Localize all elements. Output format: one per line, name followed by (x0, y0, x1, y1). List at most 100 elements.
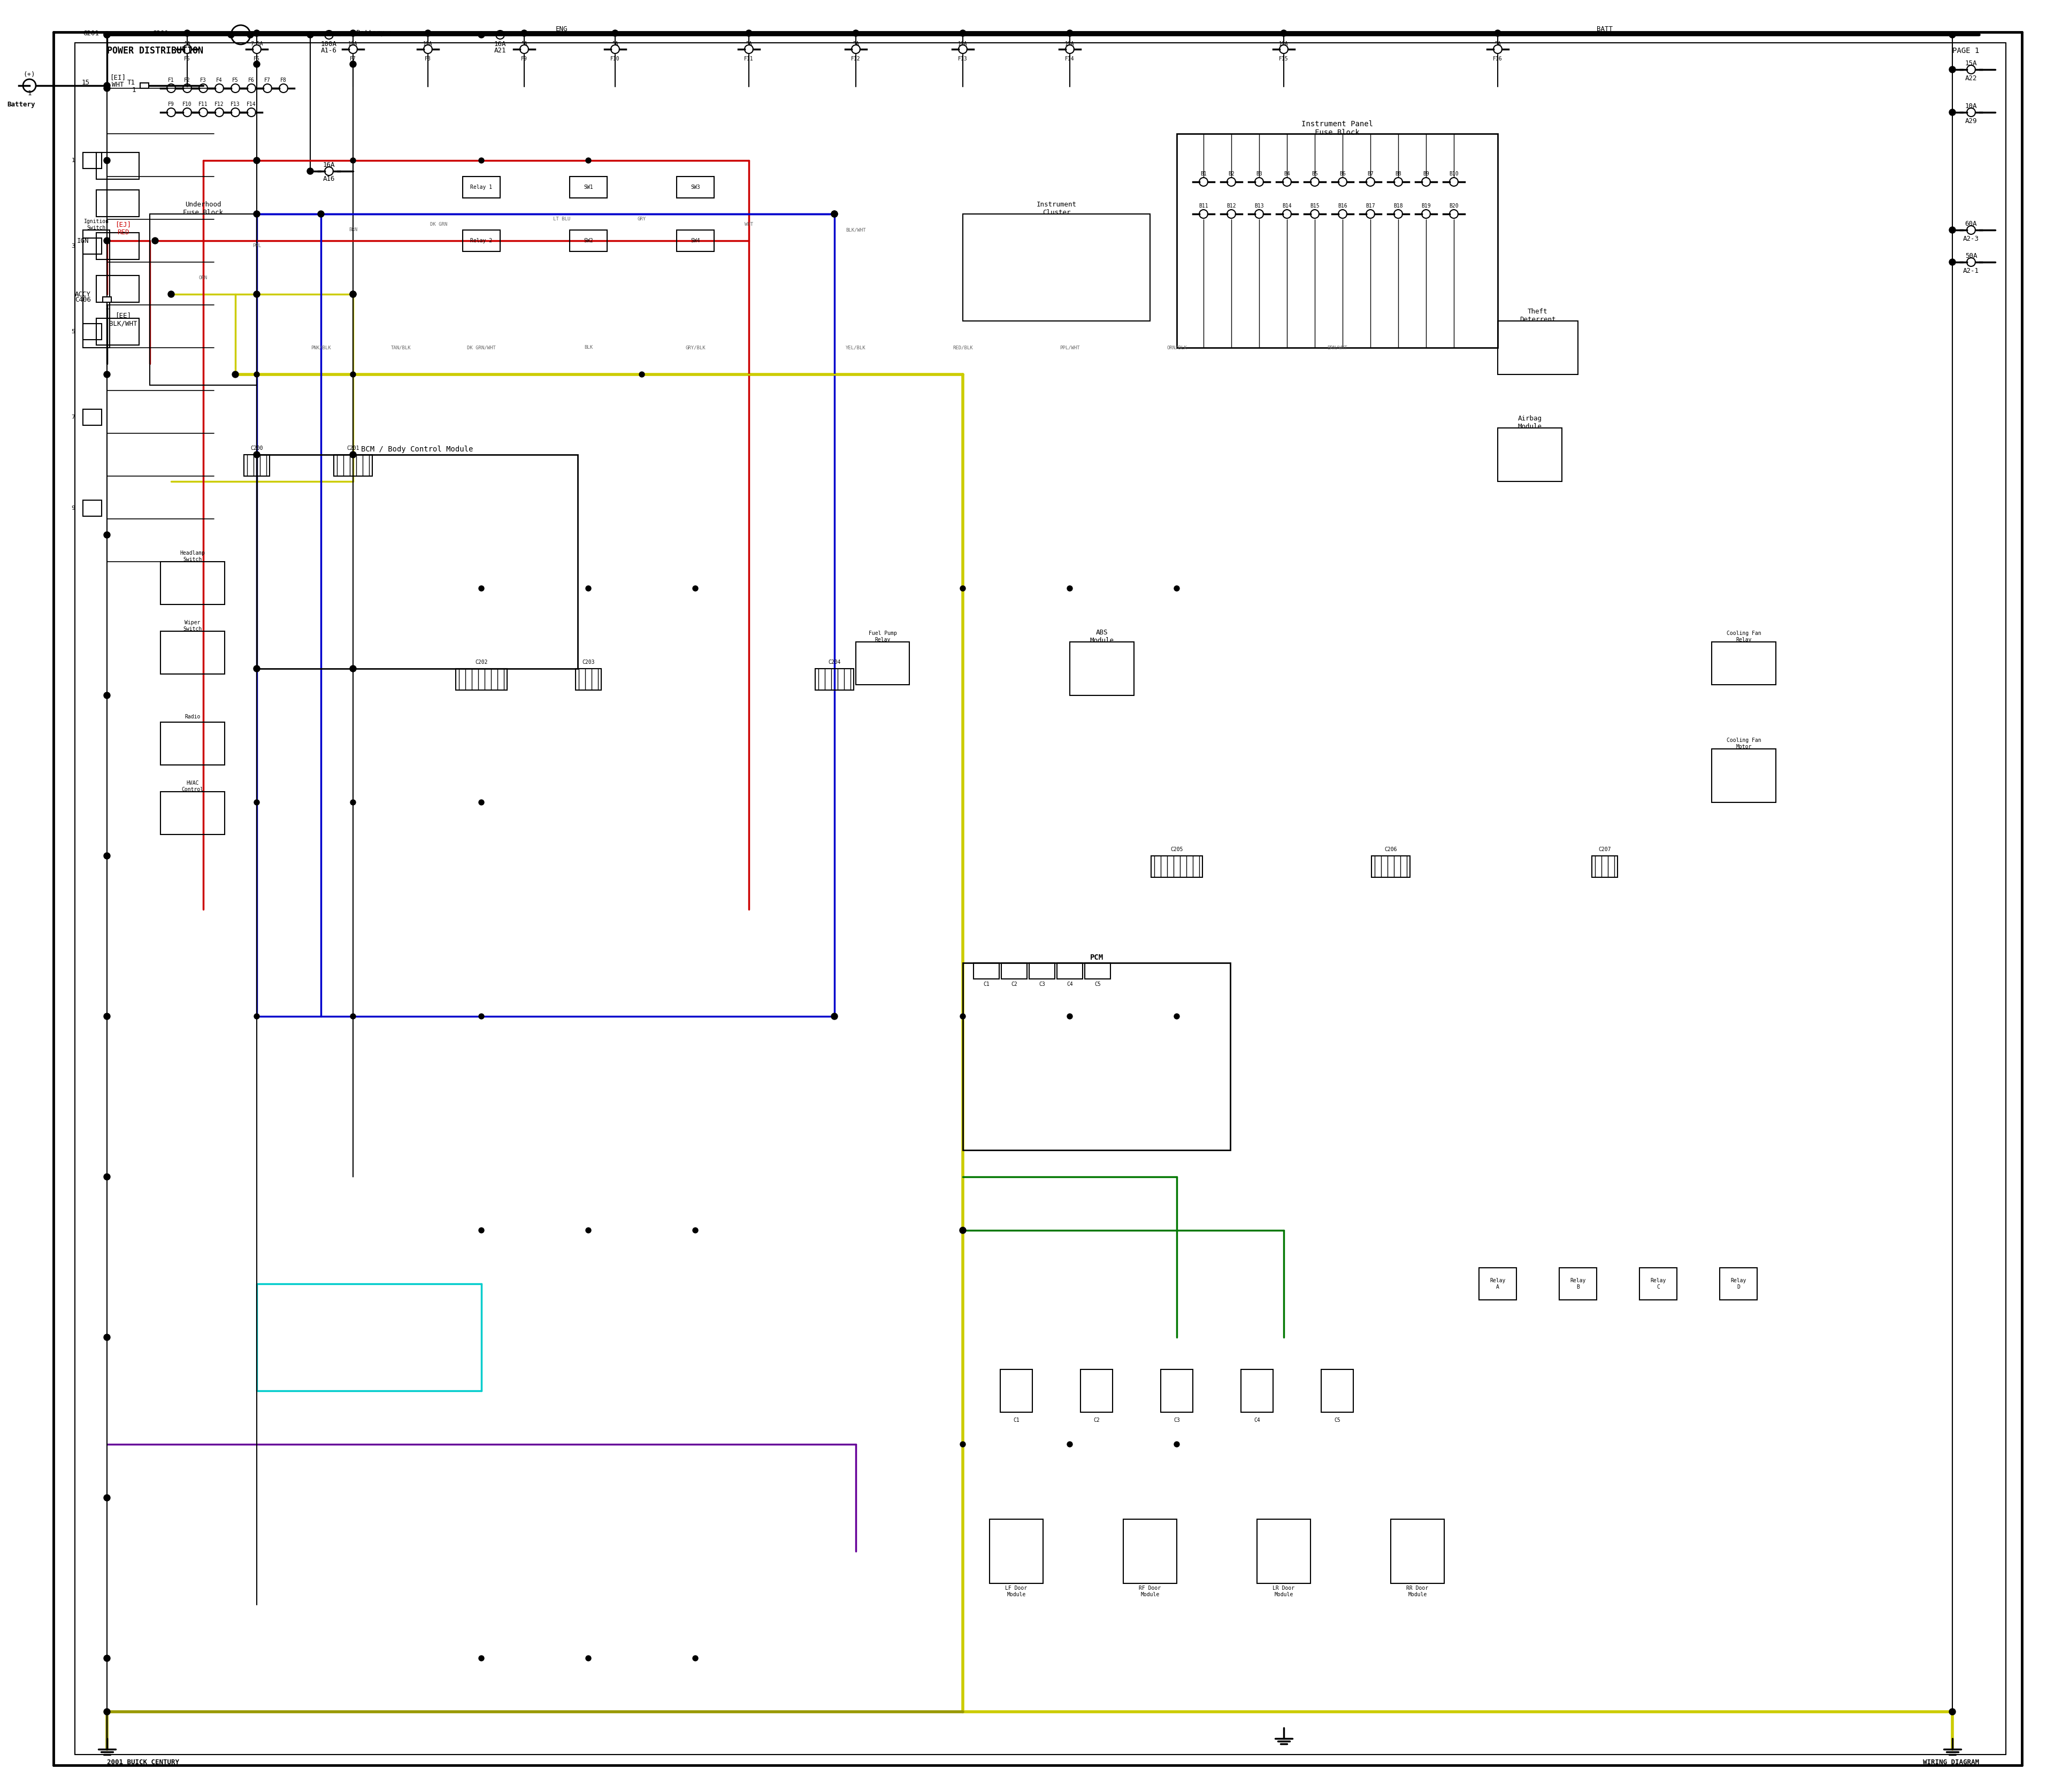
Text: F11: F11 (744, 56, 754, 61)
Text: C202: C202 (474, 659, 487, 665)
Text: G201: G201 (82, 30, 99, 36)
Circle shape (105, 82, 111, 90)
Circle shape (1495, 30, 1501, 36)
Text: A29: A29 (1966, 118, 1978, 124)
Circle shape (349, 452, 355, 459)
Text: 15A: 15A (1966, 59, 1978, 66)
Bar (103, 297, 111, 303)
Circle shape (959, 1014, 965, 1020)
Text: 16A: 16A (322, 161, 335, 168)
Circle shape (255, 371, 259, 376)
Text: Battery +: Battery + (357, 30, 392, 36)
Text: Theft
Deterrent: Theft Deterrent (1520, 308, 1555, 323)
Text: 2001 BUICK CENTURY: 2001 BUICK CENTURY (107, 1760, 179, 1767)
Text: C2: C2 (1093, 1417, 1099, 1423)
Text: F11: F11 (199, 102, 207, 108)
Circle shape (1068, 586, 1072, 591)
Text: BLK/WHT: BLK/WHT (846, 228, 867, 233)
Text: C3: C3 (1173, 1417, 1179, 1423)
Circle shape (105, 1708, 111, 1715)
Bar (1029, 962, 1056, 978)
Bar (462, 177, 499, 197)
Text: F13: F13 (230, 102, 240, 108)
Circle shape (185, 30, 191, 36)
Text: Underhood
Fuse Block: Underhood Fuse Block (183, 201, 224, 217)
Bar (1711, 749, 1777, 803)
Circle shape (959, 30, 965, 36)
Circle shape (105, 1656, 111, 1661)
Text: Relay 2: Relay 2 (470, 238, 493, 244)
Text: Instrument
Cluster: Instrument Cluster (1037, 201, 1076, 217)
Text: A22: A22 (1966, 75, 1978, 82)
Circle shape (479, 1656, 485, 1661)
Circle shape (255, 799, 259, 805)
Text: C2: C2 (1011, 982, 1017, 987)
Text: 5: 5 (72, 330, 74, 335)
Text: BLK/WHT: BLK/WHT (109, 321, 138, 328)
Circle shape (1175, 1441, 1179, 1446)
Text: A16: A16 (322, 176, 335, 183)
Bar (1719, 1267, 1756, 1299)
Text: T1: T1 (127, 79, 136, 86)
Text: F1: F1 (168, 77, 175, 82)
Circle shape (105, 1012, 111, 1020)
Text: B18: B18 (1393, 202, 1403, 208)
Circle shape (105, 1174, 111, 1181)
Text: F5: F5 (185, 56, 191, 61)
Bar (140, 82, 148, 88)
Bar (97, 276, 140, 303)
Text: POWER DISTRIBUTION: POWER DISTRIBUTION (107, 47, 203, 56)
Text: F9: F9 (522, 56, 528, 61)
Text: Relay 1: Relay 1 (470, 185, 493, 190)
Circle shape (255, 158, 259, 163)
Circle shape (232, 371, 238, 378)
Text: C203: C203 (581, 659, 596, 665)
Bar (1639, 1267, 1676, 1299)
Bar (82, 409, 101, 425)
Bar (815, 668, 854, 690)
Text: F14: F14 (1066, 56, 1074, 61)
Text: 3: 3 (72, 244, 74, 249)
Circle shape (479, 799, 485, 805)
Text: (+): (+) (23, 72, 35, 79)
Circle shape (168, 290, 175, 297)
Bar (990, 1520, 1043, 1584)
Bar (1080, 1369, 1113, 1412)
Text: A2-3: A2-3 (1964, 235, 1980, 242)
Circle shape (832, 211, 838, 217)
Bar (333, 455, 372, 477)
Text: F16: F16 (1493, 56, 1501, 61)
Text: 1: 1 (72, 158, 74, 163)
Bar (1002, 962, 1027, 978)
Circle shape (246, 32, 253, 38)
Bar (1391, 1520, 1444, 1584)
Bar (1241, 1369, 1273, 1412)
Text: F6: F6 (249, 77, 255, 82)
Bar (1479, 1267, 1516, 1299)
Circle shape (522, 30, 528, 36)
Bar (1711, 642, 1777, 685)
Circle shape (1175, 586, 1179, 591)
Circle shape (349, 30, 355, 36)
Text: 10A: 10A (1966, 102, 1978, 109)
Text: B1: B1 (1200, 172, 1206, 177)
Text: C206: C206 (1384, 848, 1397, 853)
Circle shape (105, 371, 111, 378)
Text: 1: 1 (105, 305, 109, 312)
Text: 7.5A: 7.5A (251, 41, 263, 47)
Circle shape (832, 211, 838, 217)
Bar (257, 455, 577, 668)
Text: A21: A21 (495, 47, 505, 54)
Text: 15: 15 (82, 79, 90, 86)
Text: B7: B7 (1368, 172, 1374, 177)
Circle shape (959, 1228, 965, 1233)
Bar (676, 229, 715, 251)
Text: B20: B20 (1450, 202, 1458, 208)
Text: Battery: Battery (8, 100, 35, 108)
Circle shape (351, 158, 355, 163)
Text: C200: C200 (251, 446, 263, 452)
Circle shape (425, 30, 431, 36)
Text: PPL: PPL (253, 244, 261, 249)
Text: GRY: GRY (637, 217, 647, 222)
Circle shape (692, 1656, 698, 1661)
